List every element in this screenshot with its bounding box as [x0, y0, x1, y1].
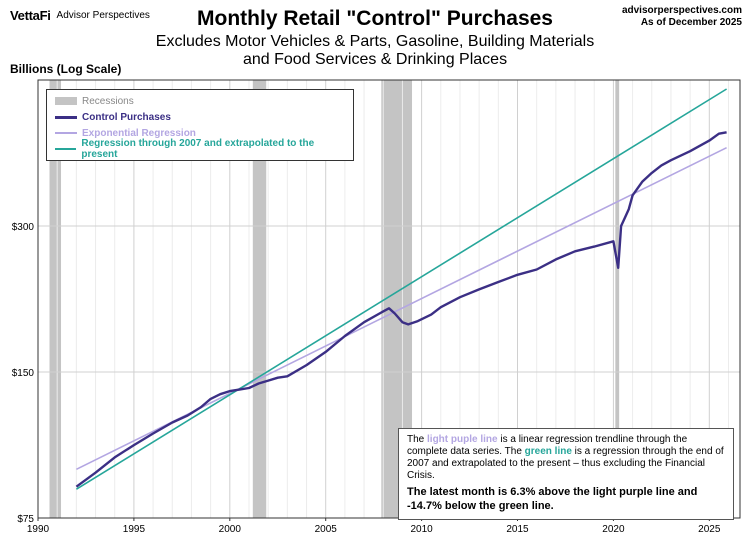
note-part-1: The	[407, 434, 428, 445]
legend-label-green: Regression through 2007 and extrapolated…	[81, 138, 315, 160]
x-tick-label-3: 2005	[315, 524, 338, 535]
x-tick-labels: 1990 1995 2000 2005 2010 2015 2020 2025	[27, 518, 721, 535]
legend-label-recessions: Recessions	[82, 95, 134, 107]
note-green-line: green line	[524, 446, 572, 457]
chart-title: Monthly Retail "Control" Purchases	[197, 7, 553, 30]
x-tick-label-7: 2025	[698, 524, 721, 535]
as-of-date: As of December 2025	[640, 17, 742, 28]
series-line-2	[75, 88, 728, 490]
x-tick-label-1: 1995	[123, 524, 146, 535]
recession-swatch	[55, 97, 77, 105]
exponential-swatch	[55, 132, 77, 134]
recession-bands	[49, 80, 620, 518]
source-site[interactable]: advisorperspectives.com	[621, 5, 742, 16]
brand: VettaFi Advisor Perspectives	[10, 8, 150, 23]
note-part-2: is a linear regression trendline through…	[407, 434, 688, 457]
x-tick-label-5: 2015	[506, 524, 529, 535]
y-tick-label-0: $75	[17, 514, 34, 525]
annotation-bold: The latest month is 6.3% above the light…	[407, 486, 698, 512]
note-part-3: is a regression through the end of 2007 …	[407, 446, 724, 481]
chart-subtitle: Excludes Motor Vehicles & Parts, Gasolin…	[0, 33, 750, 69]
vettafi-logo: VettaFi	[10, 8, 51, 23]
legend-label-exponential: Exponential Regression	[82, 127, 196, 139]
y-tick-label-2: $300	[12, 222, 35, 233]
legend-item-recessions: Recessions	[55, 93, 345, 109]
series-lines	[75, 88, 728, 490]
subtitle-line-1: Excludes Motor Vehicles & Parts, Gasolin…	[155, 33, 595, 50]
legend-label-control: Control Purchases	[82, 111, 171, 123]
x-tick-label-4: 2010	[410, 524, 433, 535]
recession-band-3	[615, 80, 620, 518]
annotation-box: The light puple line is a linear regress…	[398, 428, 734, 520]
x-tick-label-2: 2000	[219, 524, 242, 535]
brand-name: Advisor Perspectives	[56, 10, 150, 21]
y-tick-labels: $75 $150 $300	[12, 222, 35, 525]
x-tick-label-0: 1990	[27, 524, 50, 535]
annotation-text: The light puple line is a linear regress…	[407, 434, 725, 482]
legend: Recessions Control Purchases Exponential…	[46, 89, 354, 161]
series-line-0	[75, 131, 727, 488]
legend-item-exponential: Exponential Regression	[55, 125, 345, 141]
legend-item-green: Regression through 2007 and extrapolated…	[55, 138, 345, 160]
green-swatch	[55, 148, 77, 150]
recession-band-1	[252, 80, 267, 518]
y-axis-label: Billions (Log Scale)	[10, 62, 122, 76]
legend-item-control: Control Purchases	[55, 109, 345, 125]
note-light-line: light puple line	[427, 434, 498, 445]
recession-band-0	[49, 80, 62, 518]
control-swatch	[55, 115, 77, 119]
x-tick-label-6: 2020	[602, 524, 625, 535]
source-block: advisorperspectives.com As of December 2…	[622, 5, 742, 29]
subtitle-line-2: and Food Services & Drinking Places	[242, 51, 508, 68]
y-tick-label-1: $150	[12, 368, 35, 379]
plot-frame	[37, 79, 741, 519]
